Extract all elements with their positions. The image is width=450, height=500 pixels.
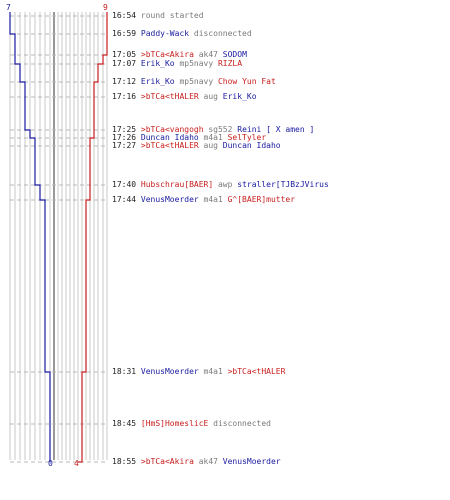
blue-team-start-score: 7 — [6, 3, 11, 12]
event-action: m4a1 — [198, 133, 228, 142]
player-name: >bTCa<tHALER — [140, 141, 199, 150]
event-time: 17:40 — [112, 180, 141, 189]
event-row: 16:59 Paddy-Wack disconnected — [112, 29, 252, 39]
event-action: round started — [140, 11, 204, 20]
event-action: mp5navy — [174, 59, 218, 68]
event-time: 17:26 — [112, 133, 141, 142]
event-action: ak47 — [193, 457, 223, 466]
player-name: Duncan Idaho — [222, 141, 281, 150]
event-row: 18:55 >bTCa<Akira ak47 VenusMoerder — [112, 457, 281, 467]
player-name: Reini [ X amen ] — [237, 125, 315, 134]
player-name: SODOM — [222, 50, 247, 59]
event-action: disconnected — [208, 419, 271, 428]
player-name: Chow Yun Fat — [217, 77, 276, 86]
red-team-line — [78, 12, 108, 463]
player-name: >bTCa<Akira — [140, 50, 194, 59]
player-name: Erik_Ko — [140, 59, 175, 68]
event-row: 17:16 >bTCa<tHALER aug Erik_Ko — [112, 92, 257, 102]
event-row: 16:54 round started — [112, 11, 204, 21]
event-row: 17:07 Erik_Ko mp5navy RIZLA — [112, 59, 242, 69]
player-name: SelTyler — [227, 133, 267, 142]
event-time: 17:27 — [112, 141, 141, 150]
event-time: 17:16 — [112, 92, 141, 101]
event-time: 18:45 — [112, 419, 141, 428]
event-action: disconnected — [189, 29, 252, 38]
event-action: m4a1 — [198, 195, 228, 204]
event-row: 18:31 VenusMoerder m4a1 >bTCa<tHALER — [112, 367, 285, 377]
player-name: straller[TJBzJVirus — [237, 180, 329, 189]
player-name: RIZLA — [217, 59, 243, 68]
event-time: 18:31 — [112, 367, 141, 376]
player-name: VenusMoerder — [140, 195, 199, 204]
player-name: Erik_Ko — [222, 92, 257, 101]
event-action: mp5navy — [174, 77, 218, 86]
event-action: aug — [198, 141, 223, 150]
event-time: 16:59 — [112, 29, 141, 38]
event-action: awp — [213, 180, 238, 189]
event-time: 18:55 — [112, 457, 141, 466]
event-time: 17:12 — [112, 77, 141, 86]
event-row: 18:45 [HmS]HomeslicE disconnected — [112, 419, 271, 429]
player-name: VenusMoerder — [222, 457, 281, 466]
player-name: >bTCa<tHALER — [140, 92, 199, 101]
event-row: 17:40 Hubschrau[BAER] awp straller[TJBzJ… — [112, 180, 329, 190]
red-team-end-score: 4 — [74, 459, 79, 468]
player-name: >bTCa<vangogh — [140, 125, 204, 134]
event-row: 17:44 VenusMoerder m4a1 G^[BAER]mutter — [112, 195, 295, 205]
event-action: sg552 — [203, 125, 238, 134]
blue-team-line — [9, 12, 51, 462]
player-name: Duncan Idaho — [140, 133, 199, 142]
event-action: aug — [198, 92, 223, 101]
event-action: ak47 — [193, 50, 223, 59]
event-time: 17:05 — [112, 50, 141, 59]
event-row: 17:27 >bTCa<tHALER aug Duncan Idaho — [112, 141, 281, 151]
event-row: 17:25 >bTCa<vangogh sg552 Reini [ X amen… — [112, 125, 314, 135]
event-time: 17:44 — [112, 195, 141, 204]
event-time: 17:07 — [112, 59, 141, 68]
player-name: G^[BAER]mutter — [227, 195, 296, 204]
event-time: 16:54 — [112, 11, 141, 20]
red-team-start-score: 9 — [103, 3, 108, 12]
player-name: Erik_Ko — [140, 77, 175, 86]
blue-team-end-score: 0 — [48, 459, 53, 468]
player-name: Paddy-Wack — [140, 29, 190, 38]
player-name: >bTCa<tHALER — [227, 367, 286, 376]
event-action: m4a1 — [198, 367, 228, 376]
event-row: 17:05 >bTCa<Akira ak47 SODOM — [112, 50, 247, 60]
player-name: VenusMoerder — [140, 367, 199, 376]
event-row: 17:12 Erik_Ko mp5navy Chow Yun Fat — [112, 77, 276, 87]
player-name: Hubschrau[BAER] — [140, 180, 214, 189]
player-name: >bTCa<Akira — [140, 457, 194, 466]
event-row: 17:26 Duncan Idaho m4a1 SelTyler — [112, 133, 266, 143]
event-time: 17:25 — [112, 125, 141, 134]
player-name: [HmS]HomeslicE — [140, 419, 209, 428]
